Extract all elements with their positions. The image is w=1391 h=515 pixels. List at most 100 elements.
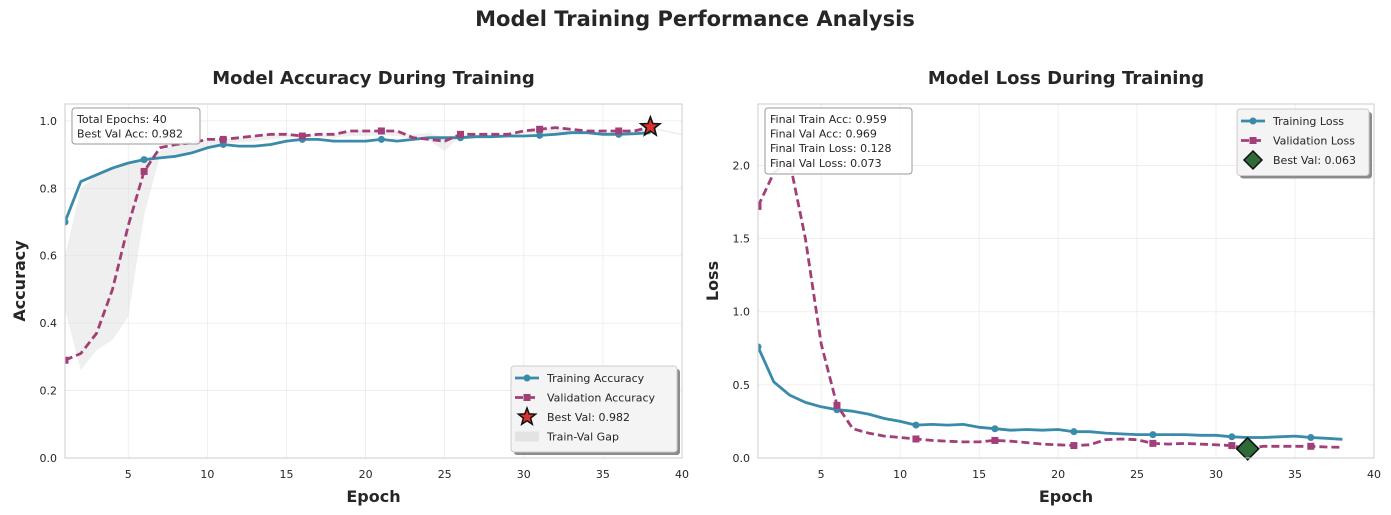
legend-label: Best Val: 0.063 (1273, 154, 1356, 167)
training-point (65, 218, 69, 226)
validation-point (536, 125, 544, 133)
x-axis-label: Epoch (1039, 487, 1093, 506)
chart-title: Model Accuracy During Training (212, 68, 535, 89)
x-tick-label: 5 (818, 468, 825, 481)
legend-validation-marker (523, 394, 531, 401)
x-tick-label: 30 (517, 468, 531, 481)
info-box-line: Final Train Loss: 0.128 (770, 142, 892, 155)
y-tick-label: 1.0 (40, 115, 58, 128)
training-point (140, 156, 148, 164)
y-tick-label: 0.0 (40, 452, 58, 465)
validation-point (758, 202, 762, 210)
legend-box (510, 365, 678, 453)
best-val-diamond (1235, 436, 1260, 461)
x-tick-label: 30 (1209, 468, 1223, 481)
legend-gap-swatch (515, 431, 539, 442)
validation-point (140, 167, 148, 175)
plot-frame (757, 103, 1375, 459)
data-layer (758, 159, 1343, 451)
legend-label: Training Loss (1272, 115, 1344, 128)
x-tick-label: 40 (1367, 468, 1381, 481)
x-tick-label: 25 (438, 468, 452, 481)
best-val-star (638, 114, 663, 137)
y-tick-label: 0.2 (40, 385, 58, 398)
x-tick-label: 10 (893, 468, 907, 481)
training-series-line (65, 131, 651, 223)
validation-point (377, 127, 385, 135)
info-box-line: Final Val Acc: 0.969 (770, 128, 877, 141)
x-tick-label: 25 (1130, 468, 1144, 481)
x-tick-label: 20 (359, 468, 373, 481)
training-point (536, 131, 544, 139)
y-tick-label: 0.8 (40, 182, 58, 195)
legend-label: Train-Val Gap (546, 431, 619, 444)
legend-box (1236, 108, 1370, 176)
y-tick-label: 0.5 (733, 379, 751, 392)
validation-point (65, 356, 69, 364)
x-tick-label: 10 (200, 468, 214, 481)
legend-label: Training Accuracy (546, 372, 645, 385)
x-tick-label: 5 (125, 468, 132, 481)
validation-point (991, 436, 999, 444)
y-tick-label: 1.5 (733, 233, 751, 246)
training-point (1070, 428, 1078, 436)
x-tick-label: 35 (1288, 468, 1302, 481)
x-tick-label: 40 (675, 468, 689, 481)
x-axis-label: Epoch (346, 487, 400, 506)
y-tick-label: 0.0 (733, 452, 751, 465)
legend-training-marker (523, 374, 531, 382)
validation-series-line (758, 159, 1343, 451)
loss-chart: 5 10 15 20 25 30 35 40 0.0 0.5 1.0 1.5 2.0 Model Loss… (703, 68, 1381, 506)
validation-series-line (65, 125, 651, 362)
validation-point (1307, 442, 1315, 450)
y-tick-label: 0.6 (40, 250, 58, 263)
validation-point (912, 435, 920, 443)
legend-label: Validation Loss (1273, 135, 1355, 148)
training-point (1228, 433, 1236, 441)
plot-frame (64, 103, 683, 459)
validation-point (1149, 439, 1157, 447)
legend-label: Validation Accuracy (547, 392, 656, 405)
legend-validation-marker (1249, 137, 1257, 144)
validation-point (219, 135, 227, 143)
y-axis-label: Loss (703, 261, 722, 301)
info-box-line: Best Val Acc: 0.982 (77, 128, 183, 141)
training-point (991, 425, 999, 433)
y-tick-label: 2.0 (733, 159, 751, 172)
train-val-gap-band-edge (650, 126, 682, 136)
info-box-line: Final Val Loss: 0.073 (770, 157, 882, 170)
accuracy-chart: 5 10 15 20 25 30 35 40 0.0 0.2 0.4 0.6 0.8 1.0 Model A… (10, 68, 689, 506)
training-series-line (758, 346, 1343, 441)
validation-point (833, 401, 841, 409)
legend-star-icon (516, 405, 538, 427)
data-layer (65, 125, 682, 371)
validation-point (615, 127, 623, 135)
training-point (912, 421, 920, 429)
info-box-line: Final Train Acc: 0.959 (770, 113, 887, 126)
validation-point (298, 132, 306, 140)
training-point (1307, 434, 1315, 442)
figure-title: Model Training Performance Analysis (475, 7, 915, 31)
validation-point (457, 130, 465, 138)
y-axis-label: Accuracy (10, 240, 29, 322)
training-point (1149, 431, 1157, 439)
validation-point (1070, 442, 1078, 450)
x-tick-label: 15 (279, 468, 293, 481)
legend-training-marker (1249, 117, 1257, 125)
y-tick-label: 0.4 (40, 317, 58, 330)
x-tick-label: 35 (596, 468, 610, 481)
legend: Training Accuracy Validation Accuracy Best… (510, 365, 680, 455)
legend: Training Loss Validation Loss Best Val: 0.… (1236, 108, 1372, 179)
training-point (758, 343, 762, 351)
x-tick-label: 20 (1051, 468, 1065, 481)
validation-point (1228, 442, 1236, 450)
training-point (377, 135, 385, 143)
info-box-line: Total Epochs: 40 (76, 113, 167, 126)
legend-label: Best Val: 0.982 (547, 411, 630, 424)
chart-title: Model Loss During Training (928, 68, 1204, 89)
y-tick-label: 1.0 (733, 306, 751, 319)
x-tick-label: 15 (972, 468, 986, 481)
info-box (71, 107, 201, 145)
info-box (764, 107, 913, 175)
